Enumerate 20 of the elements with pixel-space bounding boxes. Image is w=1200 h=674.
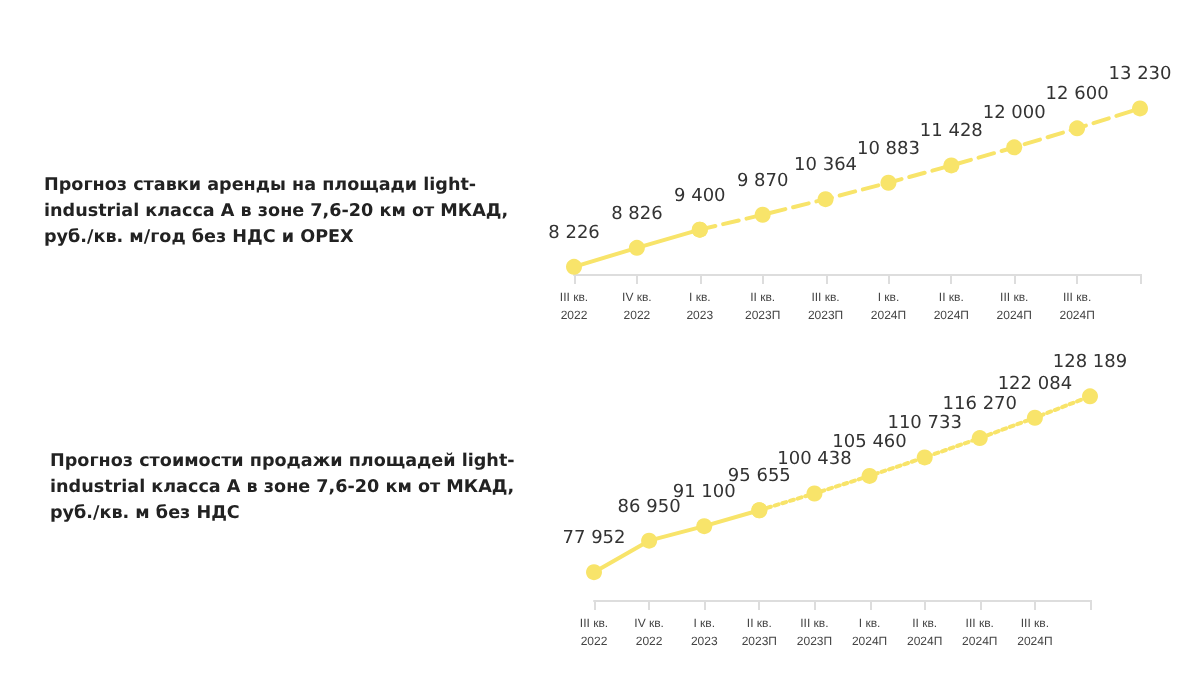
data-label: 12 600 [1045, 85, 1110, 106]
data-label: 11 428 [919, 122, 984, 143]
data-label: 12 000 [982, 104, 1047, 125]
data-label: 8 226 [548, 223, 601, 244]
data-label: 8 826 [611, 204, 664, 225]
text: Прогноз ставки аренды на площади light-industrial класса А в зоне 7,6-20 км от МКАД, руб./кв. м/год без НДС и OPEX [44, 174, 511, 252]
data-label: 122 084 [997, 374, 1073, 395]
data-label: 105 460 [832, 432, 908, 453]
data-label: 9 870 [736, 171, 789, 192]
data-label: 116 270 [942, 395, 1018, 416]
data-label: 100 438 [777, 450, 853, 471]
text: Прогноз стоимости продажи площадей light-industrial класса А в зоне 7,6-20 км от МКАД, руб./кв. м без НДС [50, 450, 517, 528]
data-label: 128 189 [1052, 353, 1128, 374]
data-label: 9 400 [674, 186, 727, 207]
data-label: 86 950 [617, 497, 682, 518]
data-label: 10 364 [794, 156, 858, 177]
data-label: 13 230 [1108, 65, 1173, 86]
data-label: 110 733 [887, 414, 962, 435]
data-label: 10 883 [856, 139, 920, 160]
data-label: 77 952 [562, 529, 626, 550]
